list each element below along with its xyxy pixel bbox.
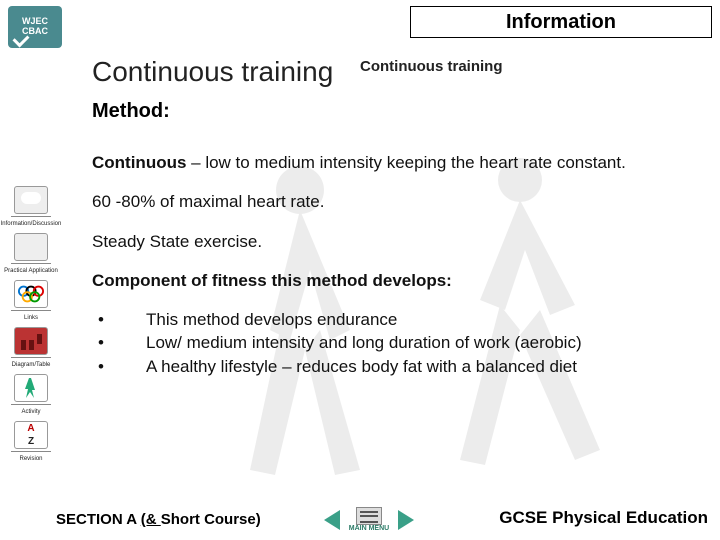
forward-arrow-icon[interactable] — [398, 510, 414, 530]
page-title: Continuous training — [92, 56, 333, 88]
sidebar-item-links[interactable]: Links — [0, 280, 62, 321]
bullet-text: A healthy lifestyle – reduces body fat w… — [146, 356, 577, 377]
wjec-logo: WJECCBAC — [8, 6, 62, 48]
menu-label: MAIN MENU — [346, 525, 392, 532]
sidebar-item-diagram[interactable]: Diagram/Table — [0, 327, 62, 368]
sidebar-item-label: Activity — [0, 409, 62, 415]
main-menu-button[interactable]: MAIN MENU — [346, 507, 392, 532]
sidebar-item-label: Practical Application — [0, 268, 62, 274]
footer-section-label: SECTION A (& Short Course) — [56, 511, 261, 528]
back-arrow-icon[interactable] — [324, 510, 340, 530]
bullet-text: Low/ medium intensity and long duration … — [146, 332, 582, 353]
nav-controls: MAIN MENU — [324, 507, 414, 532]
footer-text: SECTION A — [56, 511, 141, 528]
bullet-text: This method develops endurance — [146, 309, 397, 330]
information-box: Information — [410, 6, 712, 38]
runner-icon — [14, 374, 48, 402]
sidebar-item-label: Links — [0, 315, 62, 321]
sidebar-item-practical[interactable]: Practical Application — [0, 233, 62, 274]
component-heading: Component of fitness this method develop… — [92, 270, 694, 291]
footer-course-label: GCSE Physical Education — [499, 508, 708, 528]
paragraph-definition: Continuous – low to medium intensity kee… — [92, 152, 694, 173]
speech-bubble-icon — [14, 186, 48, 214]
bullet-list: •This method develops endurance •Low/ me… — [98, 309, 694, 377]
menu-icon — [356, 507, 382, 525]
definition-text: – low to medium intensity keeping the he… — [186, 153, 625, 172]
sidebar-item-revision[interactable]: AZ Revision — [0, 421, 62, 462]
paragraph-hr-range: 60 -80% of maximal heart rate. — [92, 191, 694, 212]
sidebar-item-label: Information/Discussion — [0, 221, 62, 227]
bar-chart-icon — [14, 327, 48, 355]
list-item: •This method develops endurance — [98, 309, 694, 330]
method-label: Method: — [92, 100, 170, 123]
page-subtitle: Continuous training — [360, 58, 502, 75]
footer-text: (& — [141, 511, 161, 528]
sidebar-item-activity[interactable]: Activity — [0, 374, 62, 415]
sidebar-item-information[interactable]: Information/Discussion — [0, 186, 62, 227]
sidebar: Information/Discussion Practical Applica… — [0, 186, 62, 468]
a-z-icon: AZ — [14, 421, 48, 449]
gears-icon — [14, 233, 48, 261]
bold-word: Continuous — [92, 153, 186, 172]
content-area: Continuous – low to medium intensity kee… — [92, 152, 694, 379]
footer-text: Short Course) — [161, 511, 261, 528]
olympic-rings-icon — [14, 280, 48, 308]
list-item: •Low/ medium intensity and long duration… — [98, 332, 694, 353]
sidebar-item-label: Revision — [0, 456, 62, 462]
sidebar-item-label: Diagram/Table — [0, 362, 62, 368]
paragraph-steady-state: Steady State exercise. — [92, 231, 694, 252]
list-item: •A healthy lifestyle – reduces body fat … — [98, 356, 694, 377]
